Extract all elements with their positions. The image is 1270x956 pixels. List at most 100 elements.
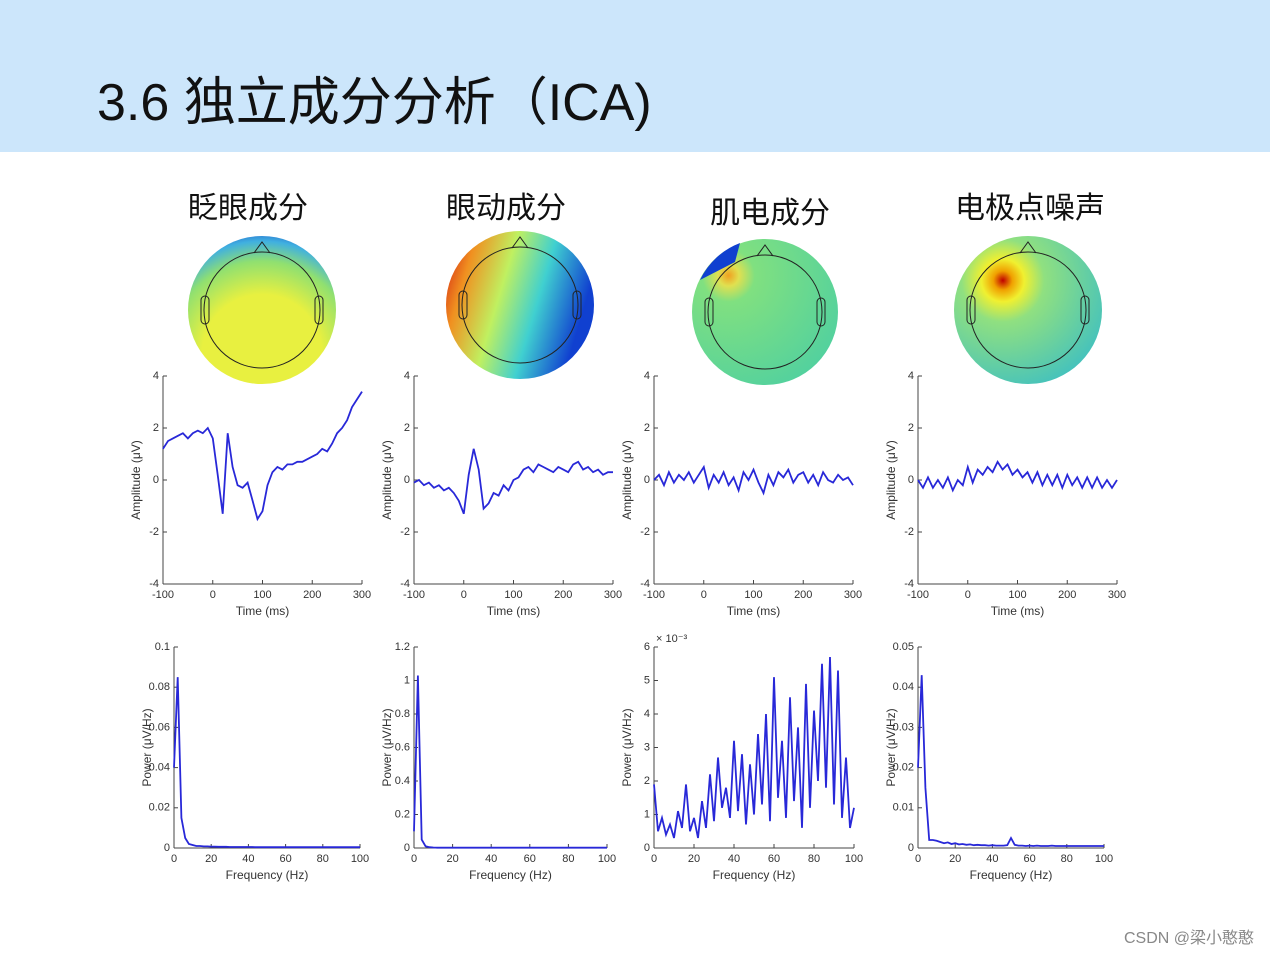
y-tick-label: -2 (149, 526, 159, 538)
x-tick-label: 80 (808, 853, 820, 865)
x-tick-label: 200 (554, 589, 572, 601)
column-label: 眨眼成分 (188, 192, 308, 225)
x-tick-label: -100 (643, 589, 665, 601)
topomap (446, 231, 594, 379)
y-tick-label: -2 (904, 526, 914, 538)
y-tick-label: 0.8 (395, 708, 410, 720)
x-tick-label: 0 (965, 589, 971, 601)
y-tick-label: 3 (644, 741, 650, 753)
y-axis-label: Power (μV/Hz) (620, 708, 634, 786)
y-tick-label: 5 (644, 674, 650, 686)
x-axis-label: Time (ms) (727, 604, 781, 618)
series-line (653, 656, 855, 839)
x-axis-label: Frequency (Hz) (713, 868, 796, 882)
x-axis-label: Time (ms) (991, 604, 1045, 618)
x-tick-label: 40 (728, 853, 740, 865)
x-tick-label: 0 (210, 589, 216, 601)
series-line (917, 675, 1104, 847)
x-tick-label: 40 (485, 853, 497, 865)
x-tick-label: 100 (744, 589, 762, 601)
x-tick-label: 0 (171, 853, 177, 865)
x-tick-label: -100 (152, 589, 174, 601)
x-tick-label: 0 (651, 853, 657, 865)
series-line (917, 459, 1118, 493)
header-band (0, 0, 1270, 152)
x-axis-label: Time (ms) (487, 604, 541, 618)
x-tick-label: 200 (303, 589, 321, 601)
x-tick-label: -100 (403, 589, 425, 601)
y-tick-label: 2 (153, 422, 159, 434)
x-tick-label: 80 (1061, 853, 1073, 865)
x-tick-label: -100 (907, 589, 929, 601)
y-tick-label: 0.03 (893, 721, 914, 733)
series-line (173, 677, 360, 849)
y-axis-label: Power (μV/Hz) (884, 708, 898, 786)
y-tick-label: 0.08 (149, 681, 170, 693)
y-tick-label: 0.01 (893, 802, 914, 814)
x-tick-label: 40 (242, 853, 254, 865)
x-tick-label: 200 (1058, 589, 1076, 601)
series-line (162, 391, 363, 522)
y-tick-label: 0 (644, 474, 650, 486)
y-axis-label: Amplitude (μV) (884, 440, 898, 520)
y-tick-label: -4 (640, 578, 650, 590)
y-tick-label: 2 (644, 775, 650, 787)
topomap (188, 236, 336, 384)
y-tick-label: 0 (908, 842, 914, 854)
y-tick-label: 0 (164, 842, 170, 854)
x-tick-label: 60 (1023, 853, 1035, 865)
x-axis-label: Frequency (Hz) (469, 868, 552, 882)
x-tick-label: 300 (604, 589, 622, 601)
y-tick-label: 4 (644, 370, 650, 382)
y-tick-label: 0 (153, 474, 159, 486)
column-label: 肌电成分 (710, 197, 830, 230)
series-line (413, 675, 607, 849)
y-tick-label: 0.02 (893, 762, 914, 774)
y-tick-label: -4 (149, 578, 159, 590)
x-tick-label: 0 (411, 853, 417, 865)
y-tick-label: -2 (640, 526, 650, 538)
y-tick-label: -4 (400, 578, 410, 590)
y-tick-label: -2 (400, 526, 410, 538)
x-tick-label: 100 (351, 853, 369, 865)
x-tick-label: 0 (461, 589, 467, 601)
series-line (653, 464, 854, 496)
x-tick-label: 20 (949, 853, 961, 865)
x-tick-label: 100 (598, 853, 616, 865)
x-tick-label: 60 (524, 853, 536, 865)
watermark: CSDN @梁小憨憨 (1123, 930, 1254, 947)
x-tick-label: 200 (794, 589, 812, 601)
x-tick-label: 300 (1108, 589, 1126, 601)
x-tick-label: 60 (768, 853, 780, 865)
x-tick-label: 0 (701, 589, 707, 601)
y-tick-label: 1.2 (395, 641, 410, 653)
x-axis-label: Frequency (Hz) (226, 868, 309, 882)
slide-title: 3.6 独立成分分析（ICA) (97, 74, 652, 132)
y-multiplier: × 10⁻³ (656, 633, 688, 645)
x-tick-label: 100 (504, 589, 522, 601)
y-tick-label: 4 (908, 370, 914, 382)
topomap (692, 239, 838, 385)
y-axis-label: Power (μV/Hz) (140, 708, 154, 786)
y-tick-label: 4 (404, 370, 410, 382)
x-tick-label: 40 (986, 853, 998, 865)
y-tick-label: 0 (404, 474, 410, 486)
x-tick-label: 60 (279, 853, 291, 865)
x-tick-label: 100 (1095, 853, 1113, 865)
y-tick-label: 0 (908, 474, 914, 486)
y-tick-label: 4 (153, 370, 159, 382)
y-axis-label: Amplitude (μV) (620, 440, 634, 520)
x-tick-label: 80 (317, 853, 329, 865)
y-tick-label: 0.04 (893, 681, 914, 693)
y-tick-label: 0.05 (893, 641, 914, 653)
topomap (954, 236, 1102, 384)
y-tick-label: 2 (404, 422, 410, 434)
y-tick-label: 0 (644, 842, 650, 854)
x-tick-label: 0 (915, 853, 921, 865)
y-tick-label: 1 (404, 674, 410, 686)
y-tick-label: 6 (644, 641, 650, 653)
x-tick-label: 300 (844, 589, 862, 601)
y-tick-label: 4 (644, 708, 650, 720)
